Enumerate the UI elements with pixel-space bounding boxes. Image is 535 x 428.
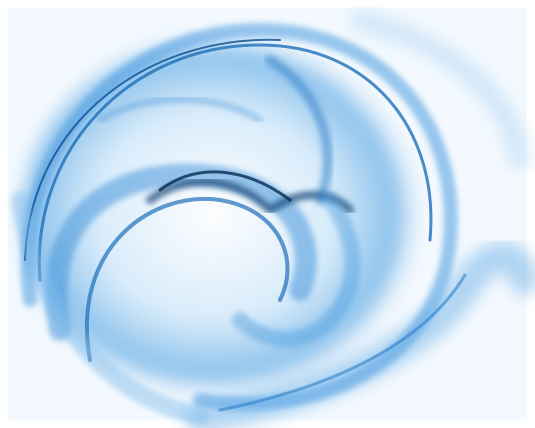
swirl [11,10,535,428]
